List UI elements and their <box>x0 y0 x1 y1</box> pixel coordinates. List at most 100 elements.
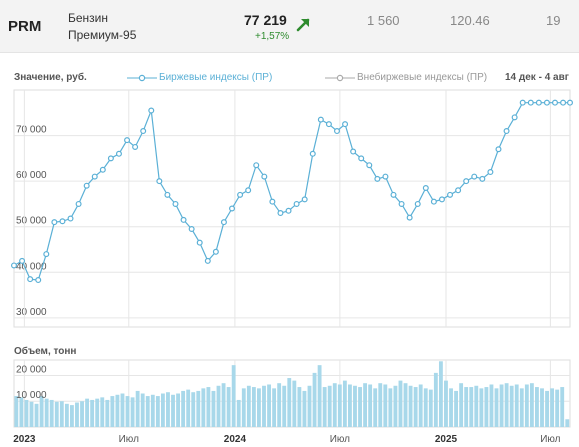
legend-exchange[interactable]: Биржевые индексы (ПР) <box>159 72 273 83</box>
volume-bar <box>317 365 322 427</box>
volume-bar <box>14 396 19 427</box>
volume-bar <box>44 398 49 427</box>
volume-bar <box>59 401 64 427</box>
volume-bar <box>479 388 484 427</box>
price-y-tick: 70 000 <box>16 125 47 136</box>
price-point <box>560 99 567 106</box>
chart-legend: Значение, руб. Биржевые индексы (ПР) Вне… <box>14 72 579 86</box>
volume-bar <box>186 389 191 427</box>
volume-bar <box>459 383 464 427</box>
volume-bar <box>181 390 186 427</box>
volume-bar <box>54 401 59 427</box>
volume-bar <box>418 384 423 427</box>
volume-bar <box>206 387 211 427</box>
volume-bar <box>408 385 413 427</box>
volume-bar <box>64 403 69 427</box>
volume-bar <box>125 396 130 427</box>
volume-bar <box>297 387 302 427</box>
volume-bar <box>504 383 509 427</box>
volume-bar <box>150 394 155 427</box>
price-y-tick: 30 000 <box>16 307 47 318</box>
volume-bar <box>509 385 514 427</box>
volume-bar <box>110 396 115 427</box>
volume-bar <box>241 388 246 427</box>
volume-bar <box>519 388 524 427</box>
legend-swatch-exchange <box>127 74 157 82</box>
volume-bar <box>499 384 504 427</box>
volume-bar <box>348 384 352 427</box>
volume-bar <box>332 383 337 427</box>
volume-bar <box>353 385 357 427</box>
volume-bar <box>307 385 312 427</box>
volume-bar <box>514 384 519 427</box>
volume-bar <box>251 387 256 427</box>
volume-bar <box>105 399 110 427</box>
ticker-symbol[interactable]: PRM <box>8 18 42 35</box>
volume-bar <box>484 387 489 427</box>
volume-bar <box>494 388 499 427</box>
price-point <box>463 178 470 185</box>
price-point <box>406 214 413 221</box>
legend-otc[interactable]: Внебиржевые индексы (ПР) <box>357 72 488 83</box>
price-point <box>27 276 34 283</box>
volume-bar <box>342 380 347 427</box>
x-tick-label: 2025 <box>435 434 458 445</box>
stat-count: 19 <box>546 13 561 28</box>
volume-bar <box>115 394 120 427</box>
volume-bar <box>474 385 479 427</box>
price-plot-frame <box>13 89 571 328</box>
volume-bar <box>449 388 453 427</box>
price-point <box>245 187 252 194</box>
price-point <box>495 146 502 153</box>
volume-bar <box>39 396 44 427</box>
volume-bar <box>398 380 403 427</box>
price-y-tick: 60 000 <box>16 170 47 181</box>
instrument-name: Бензин <box>68 11 109 25</box>
price-y-tick: 40 000 <box>16 261 47 272</box>
price-point <box>75 200 82 207</box>
volume-bar <box>267 384 271 427</box>
value-axis-label: Значение, руб. <box>14 72 87 83</box>
price-point <box>535 99 542 106</box>
price-point <box>358 155 365 162</box>
volume-bar <box>75 402 79 427</box>
volume-bar <box>403 383 408 427</box>
volume-bar <box>327 385 332 427</box>
volume-bar <box>388 388 393 427</box>
price-point <box>261 173 268 180</box>
price-point <box>503 128 510 135</box>
price-point <box>164 191 171 198</box>
price-point <box>212 248 219 255</box>
volume-bar <box>246 385 251 427</box>
volume-bar <box>277 383 282 427</box>
volume-y-tick: 10 000 <box>16 390 47 401</box>
volume-bar <box>322 387 327 427</box>
volume-bar <box>378 383 383 427</box>
last-price: 77 219 <box>244 12 287 28</box>
volume-bar <box>211 390 216 427</box>
volume-bar <box>368 384 373 427</box>
price-point <box>390 191 397 198</box>
price-point <box>301 196 308 203</box>
price-point <box>59 218 66 225</box>
stat-volume: 1 560 <box>367 13 400 28</box>
volume-bar <box>140 393 145 427</box>
volume-plot-frame <box>13 359 571 428</box>
volume-bar <box>272 388 277 427</box>
volume-y-tick: 20 000 <box>16 364 47 375</box>
volume-bar <box>221 383 226 427</box>
volume-bar <box>191 392 196 427</box>
volume-bar <box>201 388 206 427</box>
volume-bar <box>176 393 180 427</box>
volume-bar <box>489 384 494 427</box>
x-tick-label: 2024 <box>224 434 247 445</box>
volume-bar <box>535 387 539 427</box>
price-point <box>188 226 195 233</box>
price-point <box>447 191 454 198</box>
instrument-header: PRM Бензин Премиум-95 77 219 +1,57% 1 56… <box>0 0 579 53</box>
volume-bar <box>19 397 24 427</box>
price-point <box>487 169 494 176</box>
volume-bar <box>312 372 317 427</box>
price-point <box>479 175 486 182</box>
price-point <box>471 173 478 180</box>
